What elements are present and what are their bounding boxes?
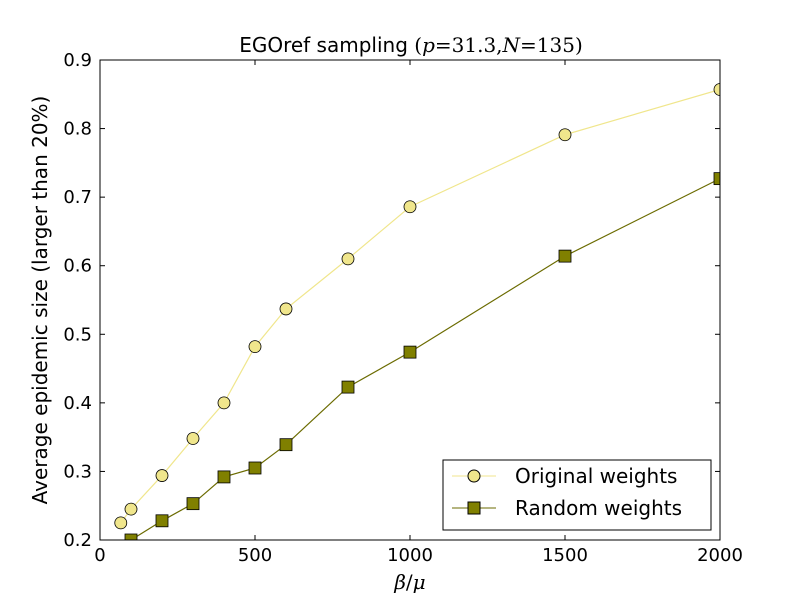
x-tick-label: 2000	[697, 545, 743, 566]
title-comma: ,	[496, 33, 502, 57]
data-point	[155, 469, 169, 482]
legend: Original weights Random weights	[442, 459, 712, 531]
y-tick-label: 0.9	[63, 50, 92, 71]
x-tick-label: 1500	[542, 545, 588, 566]
series-line	[120, 88, 720, 524]
tick-layer: 0 500 1000 1500 2000 0.2 0.3 0.4 0.5 0.6 0.7 0.8 0.9	[63, 50, 743, 566]
y-tick-label: 0.5	[63, 324, 92, 345]
data-point	[279, 302, 293, 316]
data-point	[558, 128, 572, 142]
title-p-var: p	[422, 33, 435, 57]
x-tick-label: 0	[94, 545, 105, 566]
x-label-mu: μ	[413, 570, 426, 594]
data-point	[217, 396, 231, 410]
series-layer	[114, 83, 720, 540]
title-n-value: 135	[537, 33, 575, 57]
title-eq-1: =	[435, 33, 452, 57]
title-open-paren: (	[414, 33, 422, 57]
series-original-weights	[114, 83, 720, 530]
data-point	[248, 340, 262, 354]
y-axis-label: Average epidemic size (larger than 20%)	[28, 96, 52, 505]
series-line	[130, 178, 720, 540]
data-point	[186, 432, 200, 445]
y-tick-label: 0.3	[63, 461, 92, 482]
data-point	[341, 252, 355, 266]
data-point	[155, 514, 169, 528]
legend-label-original: Original weights	[515, 464, 677, 488]
data-point	[713, 83, 720, 96]
data-point	[124, 502, 138, 516]
data-point	[217, 470, 231, 484]
data-point	[341, 380, 355, 394]
chart-title-text: EGOref sampling	[239, 33, 414, 57]
data-point	[248, 461, 262, 475]
data-point	[186, 497, 200, 511]
data-point	[279, 438, 293, 452]
y-tick-label: 0.6	[63, 256, 92, 277]
legend-marker-original	[467, 469, 481, 483]
data-point	[713, 172, 720, 186]
x-axis-label: β/μ	[393, 570, 425, 594]
data-point	[558, 249, 572, 263]
data-point	[124, 533, 138, 540]
x-tick-label: 1000	[387, 545, 433, 566]
y-tick-label: 0.4	[63, 393, 92, 414]
title-p-value: 31.3	[452, 33, 497, 57]
y-tick-label: 0.2	[63, 530, 92, 551]
y-tick-label: 0.8	[63, 119, 92, 140]
x-label-slash: /	[406, 570, 413, 594]
legend-box	[442, 459, 712, 531]
legend-label-random: Random weights	[515, 496, 682, 520]
chart-title: EGOref sampling (p=31.3,N=135)	[239, 33, 583, 57]
legend-marker-random	[467, 501, 481, 515]
title-close-paren: )	[575, 33, 583, 57]
data-point	[403, 200, 417, 214]
y-tick-label: 0.7	[63, 187, 92, 208]
series-random-weights	[124, 172, 720, 540]
title-n-var: N	[502, 33, 522, 57]
x-tick-label: 500	[238, 545, 272, 566]
x-label-beta: β	[393, 570, 406, 594]
title-eq-2: =	[520, 33, 537, 57]
data-point	[403, 345, 417, 359]
data-point	[114, 516, 128, 530]
